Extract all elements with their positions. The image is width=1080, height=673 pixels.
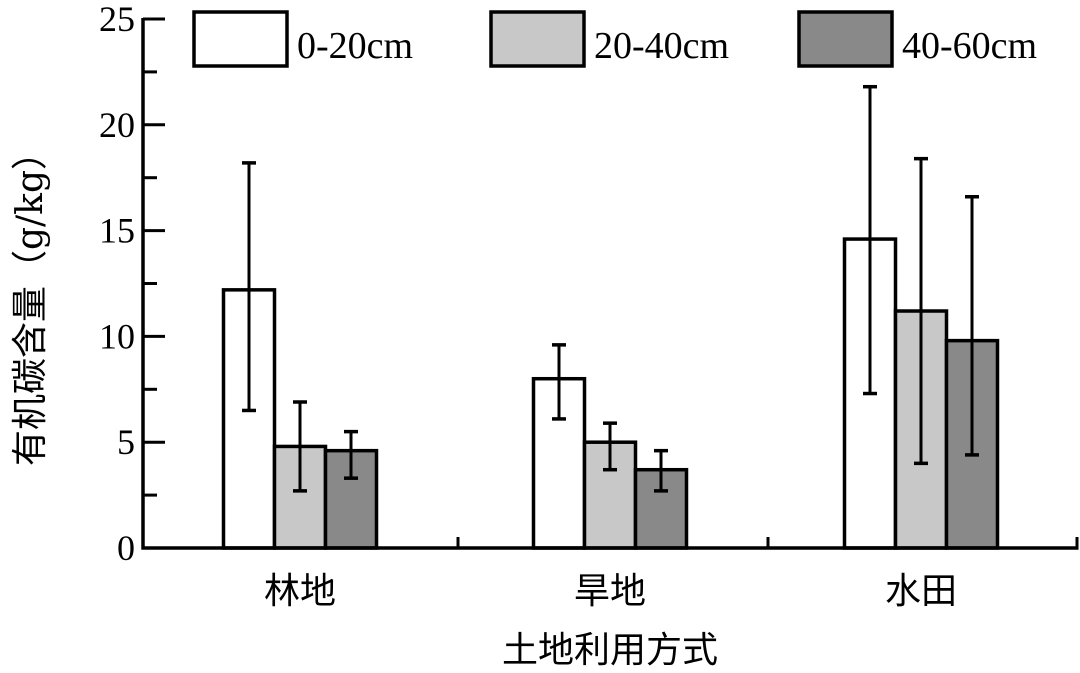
legend-label: 20-40cm [594,25,729,67]
bars [221,84,1000,550]
y-axis-title-text: 有机碳含量（g/kg） [10,134,51,466]
x-axis-title: 土地利用方式 [502,630,718,671]
legend-swatch [797,10,894,68]
legend-item: 0-20cm [192,10,413,68]
legend-swatch [192,10,289,68]
axes [141,18,1079,550]
y-tick-label: 10 [99,316,135,356]
y-axis-title: 有机碳含量（g/kg） [10,134,51,466]
legend-label: 0-20cm [297,25,413,67]
bar-group [531,343,689,550]
legend-item: 40-60cm [797,10,1037,68]
y-tick-label: 15 [99,211,135,251]
bar-group [842,84,1000,550]
y-tick-label: 25 [99,0,135,39]
legend-swatch [489,10,586,68]
x-axis-categories: 林地 旱地 水田 [264,571,957,612]
y-tick-label: 5 [117,422,135,462]
legend: 0-20cm 20-40cm 40-60cm [192,10,1037,68]
y-axis-ticks: 0 5 10 15 20 25 [99,0,165,568]
y-tick-label: 20 [99,105,135,145]
legend-label: 40-60cm [902,25,1037,67]
legend-item: 20-40cm [489,10,729,68]
x-category-label: 林地 [264,571,336,612]
bar-group [221,161,379,550]
x-category-label: 水田 [885,571,957,612]
x-category-label: 旱地 [574,571,646,612]
y-tick-label: 0 [117,528,135,568]
